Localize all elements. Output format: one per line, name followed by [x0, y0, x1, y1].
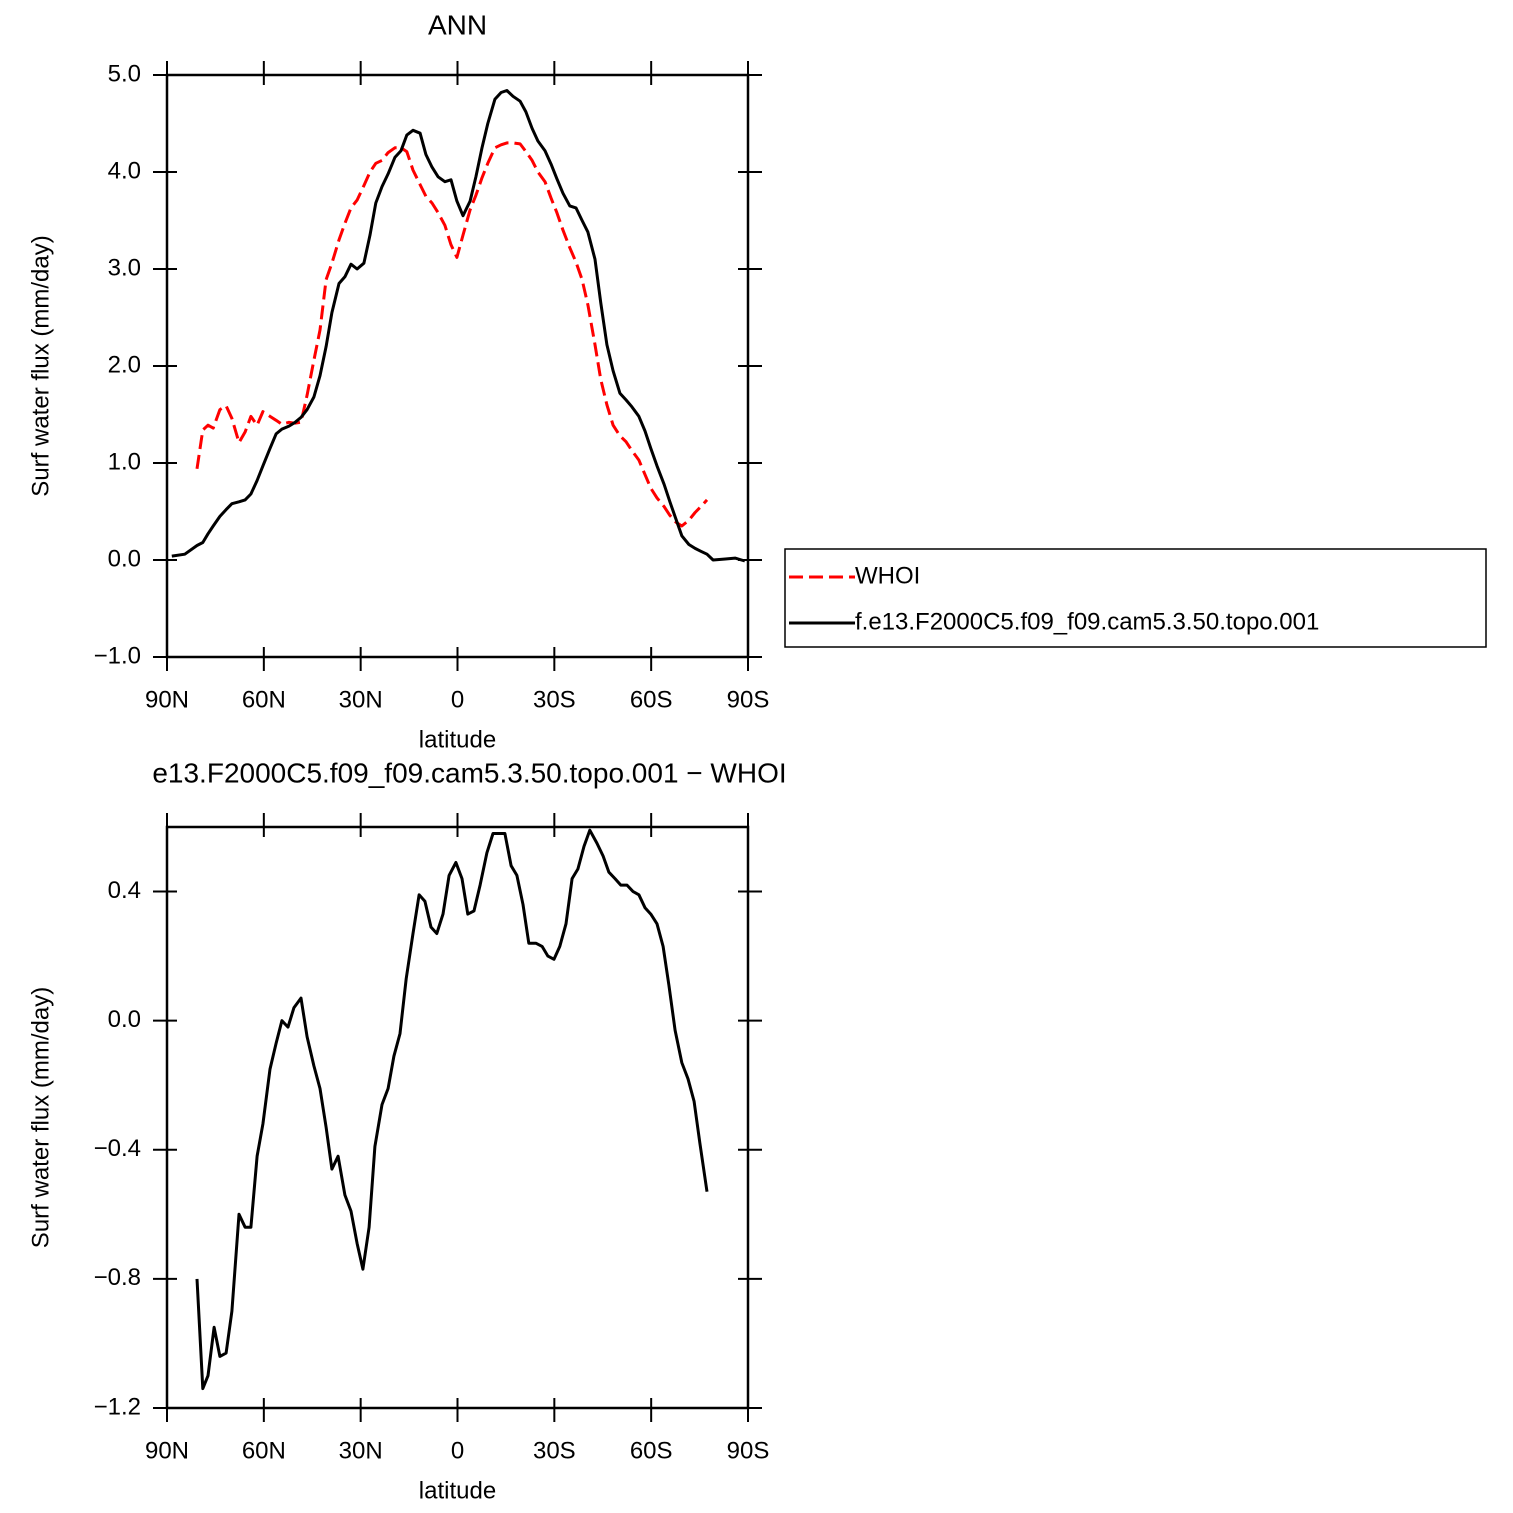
legend-box: [784, 548, 1487, 648]
chart-title: ANN: [428, 9, 487, 40]
y-tick-label: 1.0: [108, 448, 141, 475]
plot-frame: [165, 825, 750, 1410]
x-tick-label: 90N: [145, 686, 189, 713]
y-tick-label: 0.0: [108, 545, 141, 572]
x-tick-label: 30N: [339, 686, 383, 713]
legend-label: f.e13.F2000C5.f09_f09.cam5.3.50.topo.001: [855, 608, 1319, 635]
y-tick-label: −0.4: [94, 1135, 141, 1162]
x-tick-label: 90N: [145, 1437, 189, 1464]
x-tick-label: 60S: [630, 686, 673, 713]
x-axis-label: latitude: [419, 1477, 496, 1504]
x-tick-label: 0: [451, 686, 464, 713]
y-axis-label: Surf water flux (mm/day): [27, 987, 54, 1248]
x-tick-label: 30S: [533, 686, 576, 713]
x-tick-label: 0: [451, 1437, 464, 1464]
y-tick-label: −0.8: [94, 1264, 141, 1291]
y-tick-label: 4.0: [108, 157, 141, 184]
plot-frame: [165, 73, 750, 659]
y-axis-label: Surf water flux (mm/day): [27, 235, 54, 496]
x-tick-label: 30N: [339, 1437, 383, 1464]
y-tick-label: 0.0: [108, 1006, 141, 1033]
x-axis-label: latitude: [419, 726, 496, 753]
y-tick-label: 0.4: [108, 877, 141, 904]
chart-title: e13.F2000C5.f09_f09.cam5.3.50.topo.001 −…: [152, 757, 786, 788]
data-line: [195, 828, 709, 1391]
legend-label: WHOI: [855, 562, 920, 589]
y-tick-label: 3.0: [108, 254, 141, 281]
data-line: [195, 141, 709, 528]
x-tick-label: 60S: [630, 1437, 673, 1464]
x-tick-label: 90S: [727, 1437, 770, 1464]
y-tick-label: −1.0: [94, 642, 141, 669]
x-tick-label: 60N: [242, 686, 286, 713]
y-tick-label: 5.0: [108, 60, 141, 87]
x-tick-label: 60N: [242, 1437, 286, 1464]
data-line: [171, 89, 746, 563]
x-tick-label: 90S: [727, 686, 770, 713]
y-tick-label: −1.2: [94, 1393, 141, 1420]
y-tick-label: 2.0: [108, 351, 141, 378]
x-tick-label: 30S: [533, 1437, 576, 1464]
